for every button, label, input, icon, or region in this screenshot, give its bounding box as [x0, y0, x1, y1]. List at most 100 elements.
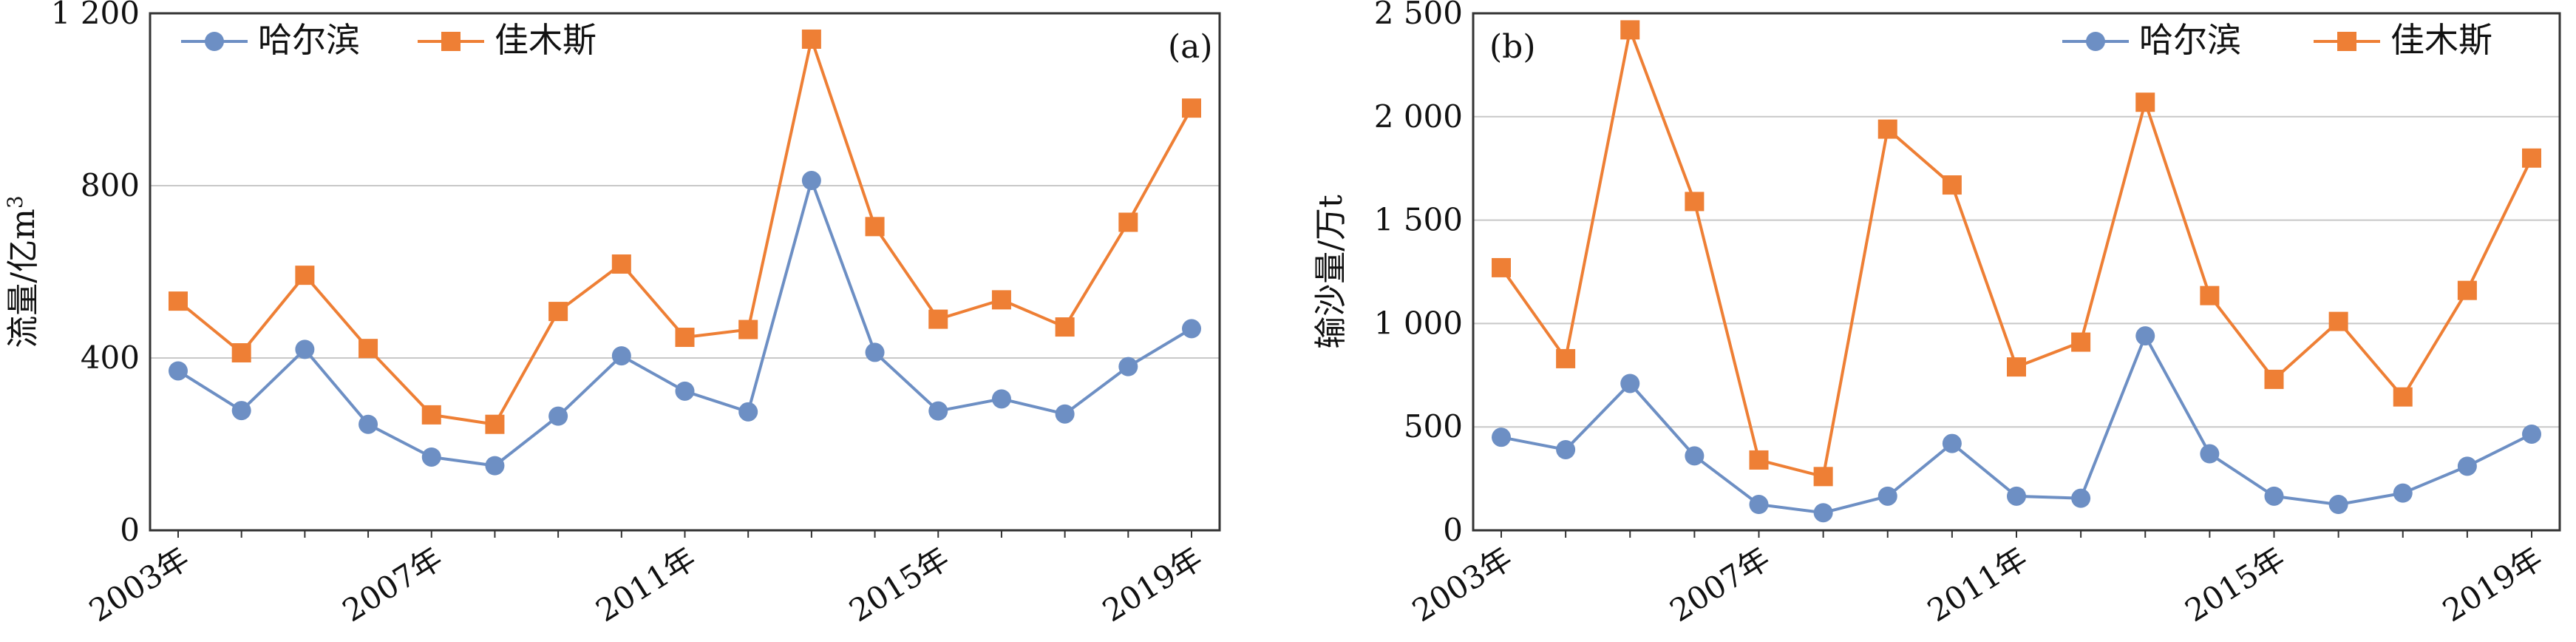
data-point-jiamusi [928, 309, 948, 329]
data-point-jiamusi [2007, 357, 2026, 377]
data-point-harbin [2328, 495, 2348, 515]
data-point-jiamusi [1556, 348, 1576, 368]
data-point-harbin [675, 381, 695, 401]
data-point-jiamusi [2071, 332, 2091, 352]
series-line-harbin [177, 175, 1193, 467]
data-point-jiamusi [991, 290, 1011, 310]
legend-marker-circle [2086, 32, 2105, 51]
y-tick-label: 0 [1443, 512, 1463, 548]
x-tick-label: 2019年 [2436, 540, 2549, 629]
x-tick-label: 2003年 [83, 540, 195, 629]
panel-label: (b) [1489, 28, 1536, 66]
data-point-jiamusi [1182, 98, 1201, 118]
data-point-harbin [231, 401, 251, 421]
data-point-harbin [1620, 374, 1640, 393]
data-point-harbin [2135, 326, 2155, 346]
data-point-harbin [2200, 444, 2220, 464]
y-tick-label: 1 000 [1374, 305, 1463, 341]
data-point-jiamusi [1813, 467, 1833, 487]
y-tick-label: 1 500 [1374, 202, 1463, 238]
data-point-jiamusi [2200, 285, 2220, 305]
data-point-harbin [1492, 428, 1511, 447]
data-point-harbin [928, 401, 948, 421]
y-tick-label: 0 [120, 512, 140, 548]
data-point-harbin [1556, 439, 1576, 459]
data-point-harbin [1813, 503, 1833, 523]
data-point-harbin [2007, 486, 2026, 506]
data-point-jiamusi [485, 414, 505, 434]
x-tick-label: 2015年 [843, 540, 955, 629]
legend-label: 哈尔滨 [2139, 20, 2241, 60]
y-tick-label: 800 [81, 167, 140, 203]
y-tick-label: 400 [81, 339, 140, 376]
data-point-harbin [1182, 319, 1201, 339]
data-point-jiamusi [1685, 192, 1705, 212]
data-point-harbin [295, 339, 315, 359]
data-point-harbin [865, 342, 885, 362]
y-tick-label: 500 [1404, 408, 1463, 445]
y-axis-label-text: 流量/亿m [4, 209, 42, 348]
y-axis-label: 输沙量/万t [1312, 195, 1350, 349]
y-axis-label-superscript: 3 [3, 195, 27, 209]
series-line-jiamusi [177, 33, 1193, 426]
data-point-harbin [2522, 424, 2541, 444]
data-point-jiamusi [421, 405, 441, 425]
data-point-jiamusi [1118, 212, 1138, 232]
data-point-harbin [2393, 483, 2413, 503]
data-point-jiamusi [1620, 20, 1640, 40]
plot-frame [1472, 12, 2561, 532]
x-tick-label: 2011年 [590, 540, 702, 629]
data-point-jiamusi [231, 343, 251, 363]
x-tick-label: 2015年 [2179, 540, 2291, 629]
data-point-harbin [801, 171, 821, 191]
data-point-jiamusi [1942, 175, 1962, 195]
legend-marker-square [2337, 32, 2356, 51]
data-point-jiamusi [675, 328, 695, 348]
legend-marker-circle [205, 32, 224, 51]
data-point-jiamusi [2522, 148, 2541, 168]
x-tick-label: 2007年 [336, 540, 449, 629]
data-point-jiamusi [169, 291, 188, 311]
chart-panel-a: 0 400 800 1 200 2003年 2007年 2011年 2015年 2019年 流量/… [3, 0, 1221, 629]
data-point-jiamusi [865, 217, 885, 237]
data-point-harbin [1877, 486, 1897, 506]
x-tick-label: 2011年 [1921, 540, 2033, 629]
x-tick-label: 2003年 [1406, 540, 1518, 629]
y-axis-label-text: 输沙量/万t [1312, 195, 1350, 349]
data-point-jiamusi [2457, 280, 2477, 300]
data-point-harbin [1118, 357, 1138, 376]
data-point-harbin [738, 402, 758, 422]
panel-label: (a) [1168, 28, 1213, 66]
data-point-jiamusi [2328, 311, 2348, 331]
data-point-harbin [2457, 456, 2477, 476]
data-point-harbin [1685, 446, 1705, 466]
data-point-jiamusi [801, 29, 821, 49]
data-point-jiamusi [1492, 257, 1511, 277]
data-point-harbin [1749, 495, 1769, 515]
legend-label: 佳木斯 [2390, 20, 2492, 60]
data-point-harbin [991, 389, 1011, 409]
data-point-harbin [611, 346, 631, 366]
series-line-jiamusi [1500, 24, 2533, 479]
legend-label: 哈尔滨 [258, 20, 360, 60]
data-point-jiamusi [1055, 317, 1075, 337]
y-tick-label: 2 000 [1374, 98, 1463, 135]
y-axis-label: 流量/亿m3 [3, 195, 42, 348]
data-point-harbin [169, 361, 188, 381]
data-point-harbin [421, 447, 441, 467]
data-point-harbin [1942, 433, 1962, 453]
y-tick-label: 2 500 [1374, 0, 1463, 31]
legend-label: 佳木斯 [495, 20, 597, 60]
data-point-jiamusi [548, 302, 568, 322]
data-point-jiamusi [1877, 119, 1897, 139]
x-tick-label: 2019年 [1096, 540, 1209, 629]
data-point-jiamusi [2135, 92, 2155, 112]
data-point-jiamusi [611, 254, 631, 274]
data-point-jiamusi [358, 339, 378, 359]
data-point-harbin [2071, 488, 2091, 508]
data-point-jiamusi [738, 320, 758, 339]
data-point-harbin [358, 414, 378, 434]
data-point-jiamusi [2393, 387, 2413, 407]
